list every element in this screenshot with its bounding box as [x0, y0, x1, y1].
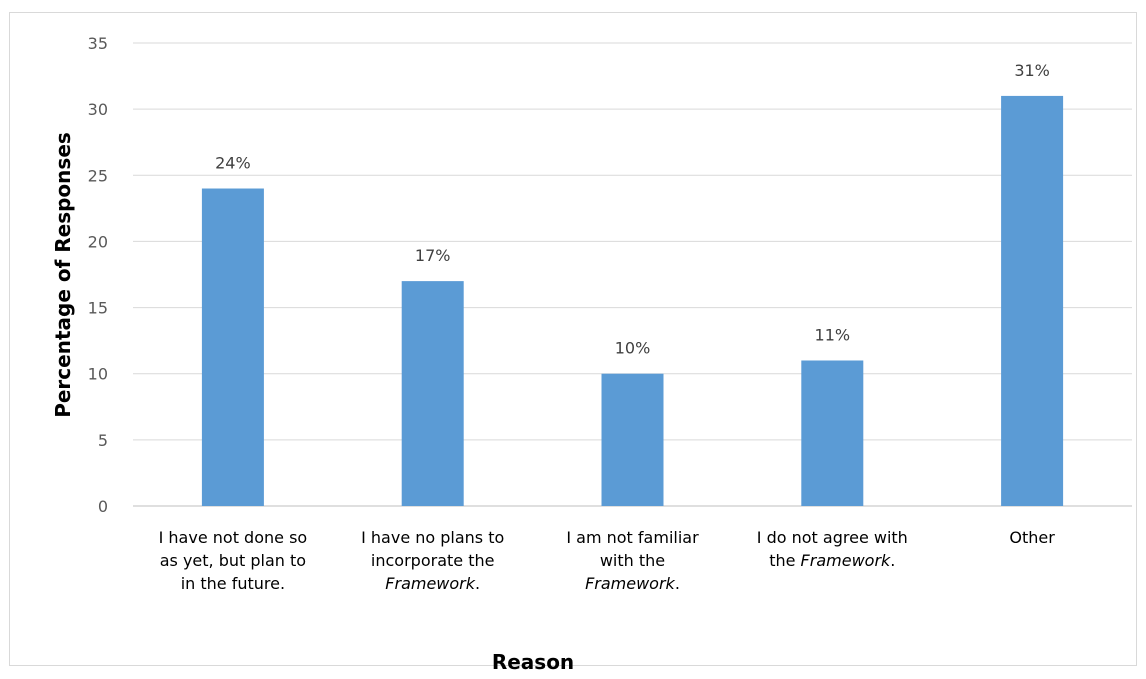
category-label-line: I have no plans to [361, 528, 504, 547]
category-labels: I have not done so as yet, but plan to in … [159, 528, 1056, 593]
y-axis-title: Percentage of Responses [51, 132, 75, 418]
category-label-line: the Framework. [769, 551, 895, 570]
chart-frame [9, 12, 1137, 666]
y-tick-label: 15 [88, 299, 108, 318]
data-label: 10% [615, 339, 651, 358]
y-tick-label: 5 [98, 431, 108, 450]
y-tick-label: 10 [88, 365, 108, 384]
bar [801, 360, 864, 506]
bar [401, 281, 464, 506]
y-tick-label: 35 [88, 34, 108, 53]
gridlines [133, 42, 1132, 507]
bars [201, 95, 1064, 507]
category-label-line: Other [1009, 528, 1055, 547]
category-label-line: incorporate the [371, 551, 495, 570]
category-label-line: I have not done so [159, 528, 308, 547]
category-label-line: I do not agree with [757, 528, 908, 547]
y-tick-label: 25 [88, 166, 108, 185]
y-tick-label: 0 [98, 497, 108, 516]
data-label: 24% [215, 154, 251, 173]
data-labels: 24% 17% 10% 11% 31% [215, 61, 1050, 358]
data-label: 31% [1014, 61, 1050, 80]
category-label-line: in the future. [181, 574, 285, 593]
bar [601, 373, 664, 506]
category-label-line: I am not familiar [566, 528, 699, 547]
category-label-line: Framework. [585, 574, 680, 593]
y-tick-label: 30 [88, 100, 108, 119]
data-label: 17% [415, 246, 451, 265]
x-axis-title: Reason [492, 650, 574, 674]
category-label-line: as yet, but plan to [160, 551, 306, 570]
y-axis-ticks: 0 5 10 15 20 25 30 35 [88, 34, 108, 516]
y-tick-label: 20 [88, 232, 108, 251]
bar [1001, 95, 1064, 507]
data-label: 11% [815, 325, 851, 344]
category-label-line: with the [600, 551, 665, 570]
category-label-line: Framework. [385, 574, 480, 593]
bar [201, 188, 264, 506]
